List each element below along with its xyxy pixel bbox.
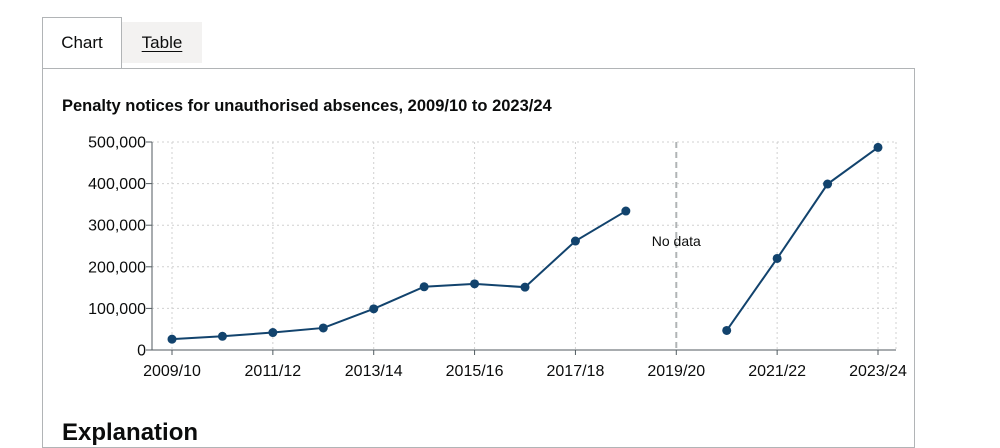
section-heading: Explanation — [62, 419, 199, 446]
x-tick-label: 2011/12 — [245, 363, 302, 380]
data-point — [369, 304, 379, 314]
tab-table[interactable]: Table — [122, 22, 202, 63]
data-point — [318, 323, 328, 333]
x-tick-label: 2009/10 — [143, 363, 201, 380]
data-point — [217, 331, 227, 341]
data-point — [570, 236, 580, 246]
x-tick-label: 2023/24 — [849, 363, 907, 380]
x-tick-label: 2015/16 — [446, 363, 504, 380]
data-point — [621, 206, 631, 216]
y-tick-label: 500,000 — [88, 135, 146, 152]
data-point — [823, 179, 833, 189]
y-tick-label: 0 — [137, 343, 146, 360]
data-point — [419, 282, 429, 292]
data-point — [470, 279, 480, 289]
series-line — [171, 210, 627, 341]
x-tick-label: 2013/14 — [345, 363, 403, 380]
chart-title: Penalty notices for unauthorised absence… — [62, 97, 552, 115]
data-point — [772, 253, 782, 263]
data-point — [268, 328, 278, 338]
data-point — [520, 282, 530, 292]
y-tick-label: 300,000 — [88, 218, 146, 235]
data-point — [873, 142, 883, 152]
data-point — [722, 325, 732, 335]
y-tick-label: 200,000 — [88, 259, 146, 276]
chart-panel — [42, 68, 915, 448]
y-tick-label: 100,000 — [88, 301, 146, 318]
no-data-annotation: No data — [652, 233, 701, 249]
gridlines — [146, 141, 897, 351]
series-line — [725, 146, 879, 332]
x-tick-label: 2019/20 — [647, 363, 705, 380]
x-tick-label: 2017/18 — [547, 363, 605, 380]
data-point — [167, 334, 177, 344]
y-tick-label: 400,000 — [88, 176, 146, 193]
line-chart: 0 100,000 200,000 300,000 400,000 500,000 2009… — [88, 135, 907, 381]
tab-chart[interactable]: Chart — [42, 17, 122, 68]
x-tick-label: 2021/22 — [748, 363, 806, 380]
